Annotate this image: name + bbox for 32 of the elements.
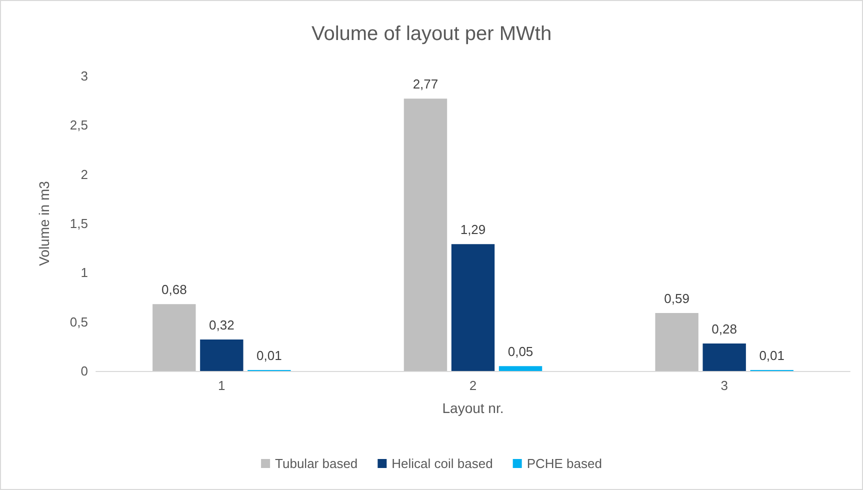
y-tick-label: 0 [80,364,88,378]
x-tick-label: 1 [218,378,226,393]
y-tick-label: 1,5 [70,216,88,231]
data-label: 1,29 [460,222,486,238]
data-label: 2,77 [412,76,438,92]
data-label: 0,05 [508,344,534,360]
y-tick-label: 1 [80,265,88,280]
y-tick-label: 0,5 [70,314,88,330]
y-tick-label: 2 [80,166,88,182]
legend-label: Helical coil based [392,456,493,471]
bar [200,340,244,371]
bar [702,343,746,371]
data-label: 0,68 [161,282,187,298]
data-label: 0,59 [664,290,690,306]
y-tick-label: 2,5 [70,118,88,133]
x-tick-label: 2 [469,378,477,393]
bar [404,98,448,371]
legend-label: Tubular based [275,456,358,471]
x-axis-title: Layout nr. [442,400,504,416]
chart-title: Volume of layout per MWth [311,23,552,45]
bar [498,366,542,371]
bar [451,244,495,371]
bar [152,304,196,371]
data-label: 0,32 [209,318,234,333]
y-axis-title: Volume in m3 [36,180,52,266]
data-label: 0,28 [712,321,737,336]
x-tick-label: 3 [720,378,728,393]
data-label: 0,01 [759,348,785,364]
legend-label: PCHE based [526,456,602,471]
y-tick-label: 3 [80,68,88,84]
bar [655,312,698,371]
data-label: 0,01 [256,348,282,364]
